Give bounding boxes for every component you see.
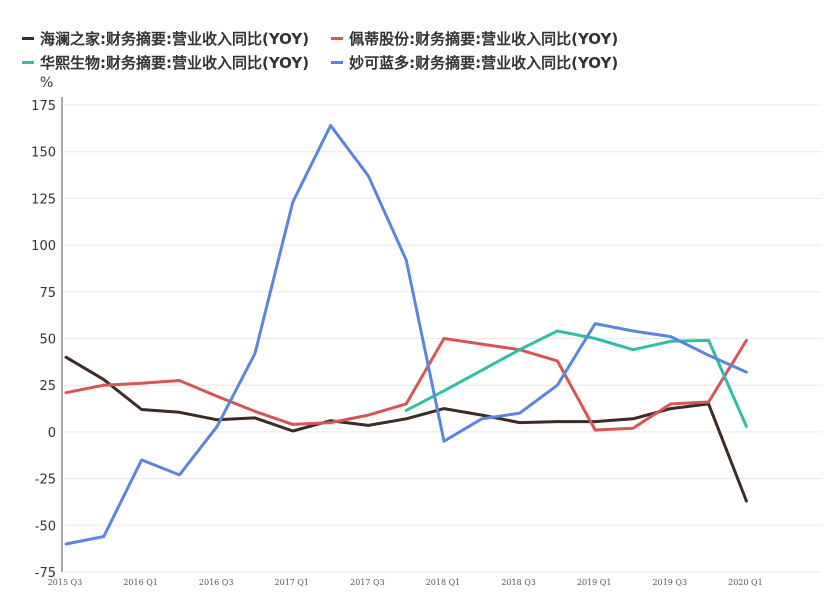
y-axis-unit: % [40,75,53,91]
legend-swatch [331,60,344,64]
legend-item-huaxi[interactable]: 华熙生物:财务摘要:营业收入同比(YOY) [22,52,309,73]
legend-swatch [22,36,34,40]
x-tick-label: 2016 Q1 [123,578,158,587]
x-axis: 2015 Q3 2016 Q1 2016 Q3 2017 Q1 2017 Q3 2018 … [48,578,763,587]
y-tick-label: 75 [39,286,56,301]
y-tick-label: 175 [31,99,56,114]
legend-item-miaokelanduo[interactable]: 妙可蓝多:财务摘要:营业收入同比(YOY) [331,52,618,73]
legend-item-peidi[interactable]: 佩蒂股份:财务摘要:营业收入同比(YOY) [331,28,618,49]
legend-label: 佩蒂股份:财务摘要:营业收入同比(YOY) [349,29,619,48]
x-tick-label: 2020 Q1 [728,578,763,587]
x-tick-label: 2018 Q3 [501,578,536,587]
x-tick-label: 2019 Q3 [653,578,688,587]
legend-label: 妙可蓝多:财务摘要:营业收入同比(YOY) [349,53,619,72]
y-tick-label: 50 [39,333,56,348]
series-line-0 [64,355,748,503]
x-tick-label: 2018 Q1 [426,578,461,587]
y-axis: 175 150 125 100 75 50 25 0 -25 -50 -75 [31,97,63,581]
series-line-1 [64,337,748,432]
y-tick-label: 125 [31,192,56,207]
y-tick-label: 100 [31,239,56,254]
series-line-3 [64,124,748,546]
legend-row-2: 华熙生物:财务摘要:营业收入同比(YOY) 妙可蓝多:财务摘要:营业收入同比(Y… [22,50,822,74]
x-tick-label: 2017 Q1 [275,578,310,587]
x-tick-label: 2016 Q3 [199,578,234,587]
x-tick-label: 2017 Q3 [350,578,385,587]
legend-swatch [22,60,34,64]
y-tick-label: 25 [39,379,56,394]
y-tick-label: 0 [48,426,56,441]
legend-row-1: 海澜之家:财务摘要:营业收入同比(YOY) 佩蒂股份:财务摘要:营业收入同比(Y… [22,26,822,50]
x-tick-label: 2015 Q3 [48,578,83,587]
y-tick-label: -75 [35,566,56,581]
legend-label: 华熙生物:财务摘要:营业收入同比(YOY) [40,53,310,72]
legend-item-hailanzhijia[interactable]: 海澜之家:财务摘要:营业收入同比(YOY) [22,28,309,49]
legend-swatch [331,36,344,40]
y-tick-label: -50 [35,519,56,534]
series-line-2 [404,329,748,428]
x-tick-label: 2019 Q1 [577,578,612,587]
gridlines [62,104,822,573]
chart-legend: 海澜之家:财务摘要:营业收入同比(YOY) 佩蒂股份:财务摘要:营业收入同比(Y… [22,26,822,74]
series-lines [64,124,748,546]
y-tick-label: -25 [35,473,56,488]
y-tick-label: 150 [31,146,56,161]
legend-label: 海澜之家:财务摘要:营业收入同比(YOY) [40,29,310,48]
